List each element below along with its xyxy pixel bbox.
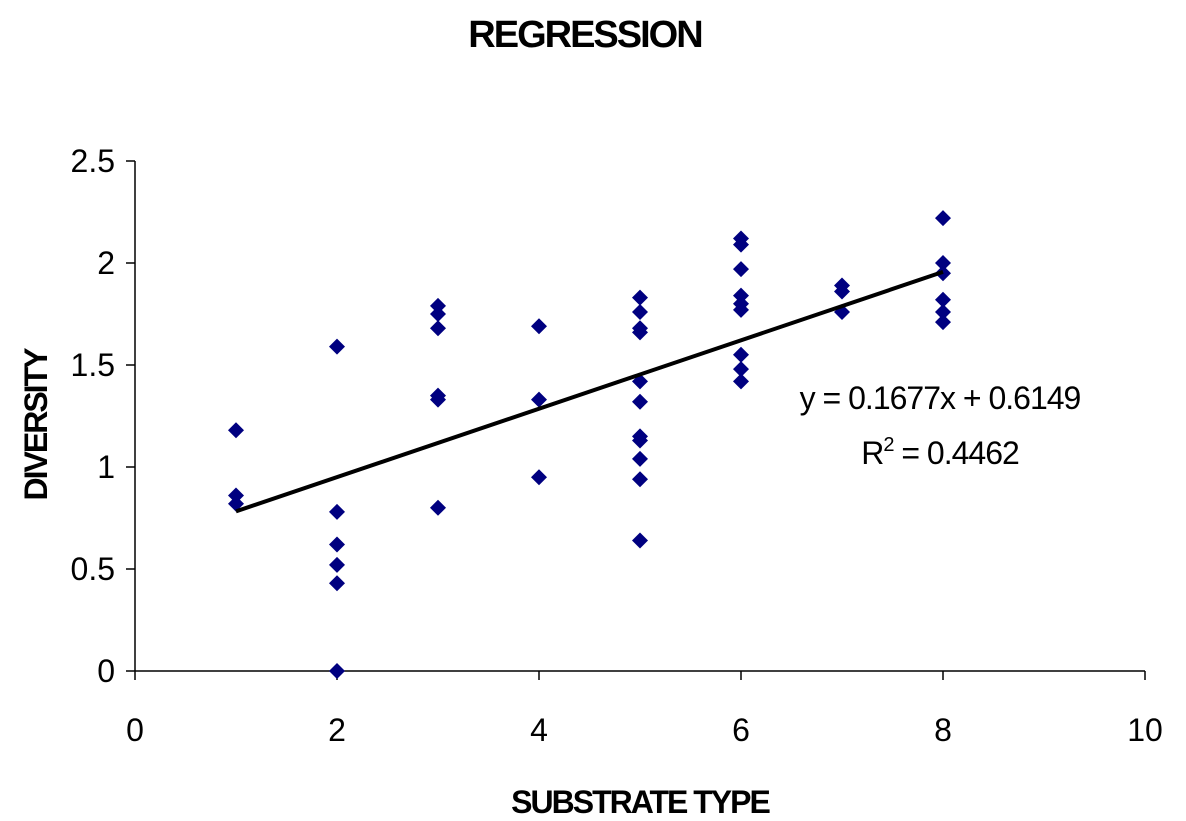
trendline	[235, 269, 944, 514]
plot-area: 0 2 4 6 8 10 0 0.5 1 1.5 2 2.5	[71, 143, 1163, 748]
x-tick-label: 6	[732, 712, 750, 748]
y-tick-label: 0	[97, 653, 115, 689]
data-point	[935, 291, 951, 308]
data-point	[430, 391, 446, 408]
data-point	[329, 536, 345, 553]
r-squared-symbol: R	[861, 435, 883, 471]
x-tick-group: 0 2 4 6 8 10	[126, 671, 1163, 748]
data-point	[329, 503, 345, 520]
data-point	[935, 314, 951, 331]
data-point	[531, 469, 547, 486]
x-tick-label: 0	[126, 712, 144, 748]
data-point	[430, 297, 446, 314]
data-point	[228, 422, 244, 439]
data-point	[329, 338, 345, 355]
x-tick-label: 8	[934, 712, 952, 748]
y-tick-label: 1	[97, 449, 115, 485]
data-point	[531, 391, 547, 408]
data-point	[632, 450, 648, 467]
x-axis-label: SUBSTRATE TYPE	[511, 784, 770, 820]
trendline-equation: y = 0.1677x + 0.6149	[800, 380, 1081, 416]
data-point	[632, 532, 648, 549]
data-point	[935, 303, 951, 320]
data-point	[430, 306, 446, 322]
data-point	[632, 289, 648, 306]
chart-title: REGRESSION	[468, 14, 701, 56]
data-point	[632, 471, 648, 488]
y-tick-label: 1.5	[71, 347, 115, 383]
data-point	[733, 361, 749, 378]
data-point	[430, 320, 446, 337]
y-tick-label: 2	[97, 245, 115, 281]
data-point	[733, 236, 749, 253]
data-points	[228, 210, 951, 679]
data-point	[329, 575, 345, 592]
data-point	[228, 495, 244, 512]
y-tick-label: 0.5	[71, 551, 115, 587]
data-point	[430, 499, 446, 516]
y-tick-label: 2.5	[71, 143, 115, 179]
data-point	[733, 261, 749, 278]
data-point	[935, 210, 951, 227]
data-point	[329, 556, 345, 573]
y-axis-label: DIVERSITY	[18, 348, 54, 501]
x-tick-label: 4	[530, 712, 548, 748]
x-tick-label: 10	[1127, 712, 1163, 748]
r-squared-label: R2 = 0.4462	[861, 434, 1019, 471]
data-point	[228, 487, 244, 504]
data-point	[329, 663, 345, 679]
r-squared-value: = 0.4462	[893, 435, 1019, 471]
data-point	[935, 255, 951, 271]
data-point	[733, 301, 749, 318]
data-point	[632, 393, 648, 410]
data-point	[733, 373, 749, 390]
data-point	[733, 346, 749, 363]
data-point	[834, 283, 850, 300]
data-point	[531, 318, 547, 335]
y-tick-group: 0 0.5 1 1.5 2 2.5	[71, 143, 135, 689]
x-tick-label: 2	[328, 712, 346, 748]
data-point	[632, 432, 648, 449]
r-squared-exponent: 2	[883, 434, 894, 456]
data-point	[733, 287, 749, 304]
data-point	[632, 324, 648, 341]
data-point	[632, 303, 648, 320]
